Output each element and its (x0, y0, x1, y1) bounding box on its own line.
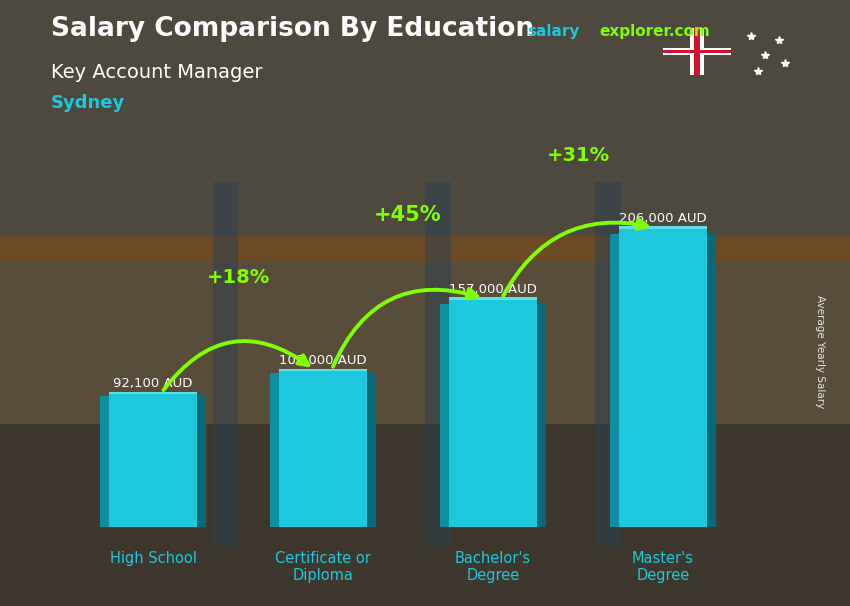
Text: Bachelor's
Degree: Bachelor's Degree (455, 550, 531, 583)
Bar (109, 394, 197, 527)
Bar (279, 371, 367, 527)
Bar (440, 304, 449, 527)
Bar (279, 369, 367, 371)
Text: 108,000 AUD: 108,000 AUD (279, 354, 367, 367)
Bar (690, 28, 704, 75)
Bar (537, 304, 546, 527)
Bar (619, 225, 707, 229)
Bar (595, 182, 620, 545)
Bar (197, 396, 206, 527)
Bar (425, 182, 450, 545)
Text: +31%: +31% (547, 146, 609, 165)
Text: 157,000 AUD: 157,000 AUD (449, 283, 537, 296)
Text: Average Yearly Salary: Average Yearly Salary (815, 295, 825, 408)
Text: +45%: +45% (374, 205, 442, 225)
Text: +18%: +18% (207, 268, 269, 287)
Bar (694, 28, 700, 75)
Text: Salary Comparison By Education: Salary Comparison By Education (51, 16, 534, 42)
Text: 206,000 AUD: 206,000 AUD (619, 212, 707, 225)
Bar (0, 242, 850, 424)
FancyArrowPatch shape (333, 289, 478, 367)
Bar (663, 50, 731, 53)
Text: Master's
Degree: Master's Degree (632, 550, 694, 583)
Bar (0, 424, 850, 606)
Text: explorer.com: explorer.com (599, 24, 710, 39)
Text: Sydney: Sydney (51, 94, 125, 112)
Text: 92,100 AUD: 92,100 AUD (113, 377, 193, 390)
Text: salary: salary (527, 24, 580, 39)
Bar (212, 182, 238, 545)
Bar (663, 47, 731, 55)
Text: Certificate or
Diploma: Certificate or Diploma (275, 550, 371, 583)
Bar (367, 373, 376, 527)
Bar (0, 0, 850, 242)
Bar (449, 300, 537, 527)
Bar (100, 396, 109, 527)
Bar (270, 373, 279, 527)
Bar (0, 236, 850, 261)
Bar (449, 298, 537, 300)
Bar (707, 234, 716, 527)
Bar (109, 393, 197, 394)
FancyArrowPatch shape (163, 341, 309, 390)
Text: High School: High School (110, 550, 196, 565)
Bar (610, 234, 619, 527)
Bar (619, 229, 707, 527)
FancyArrowPatch shape (503, 219, 647, 296)
Text: Key Account Manager: Key Account Manager (51, 63, 263, 82)
